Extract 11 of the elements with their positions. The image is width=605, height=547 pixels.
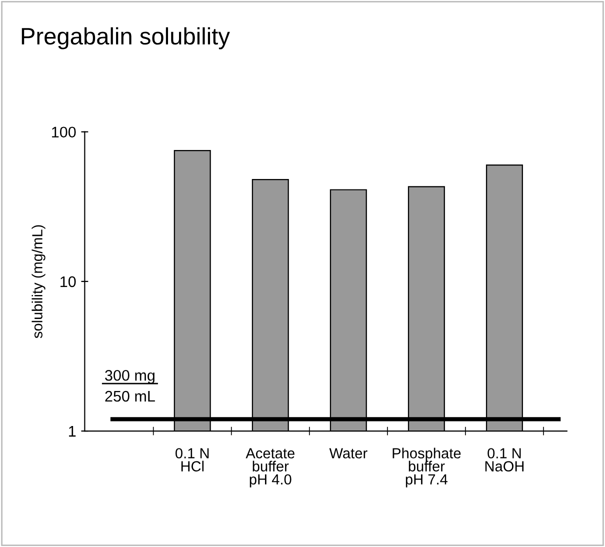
ref-line-label: 300 mg 250 mL bbox=[105, 370, 155, 402]
y-tick-label: 1 bbox=[69, 426, 76, 437]
y-axis-title: solubility (mg/mL) bbox=[32, 225, 46, 338]
x-tick-label: 0.1 N NaOH bbox=[485, 448, 524, 472]
x-tick-label: Acetate buffer pH 4.0 bbox=[246, 448, 294, 488]
y-tick-label: 100 bbox=[52, 126, 76, 138]
y-tick-label: 10 bbox=[60, 276, 76, 288]
x-tick-label: Phosphate buffer pH 7.4 bbox=[392, 448, 461, 488]
chart-title: Pregabalin solubility bbox=[22, 27, 230, 50]
x-tick-label: 0.1 N HCl bbox=[176, 448, 209, 472]
x-tick-label: Water bbox=[329, 448, 368, 458]
